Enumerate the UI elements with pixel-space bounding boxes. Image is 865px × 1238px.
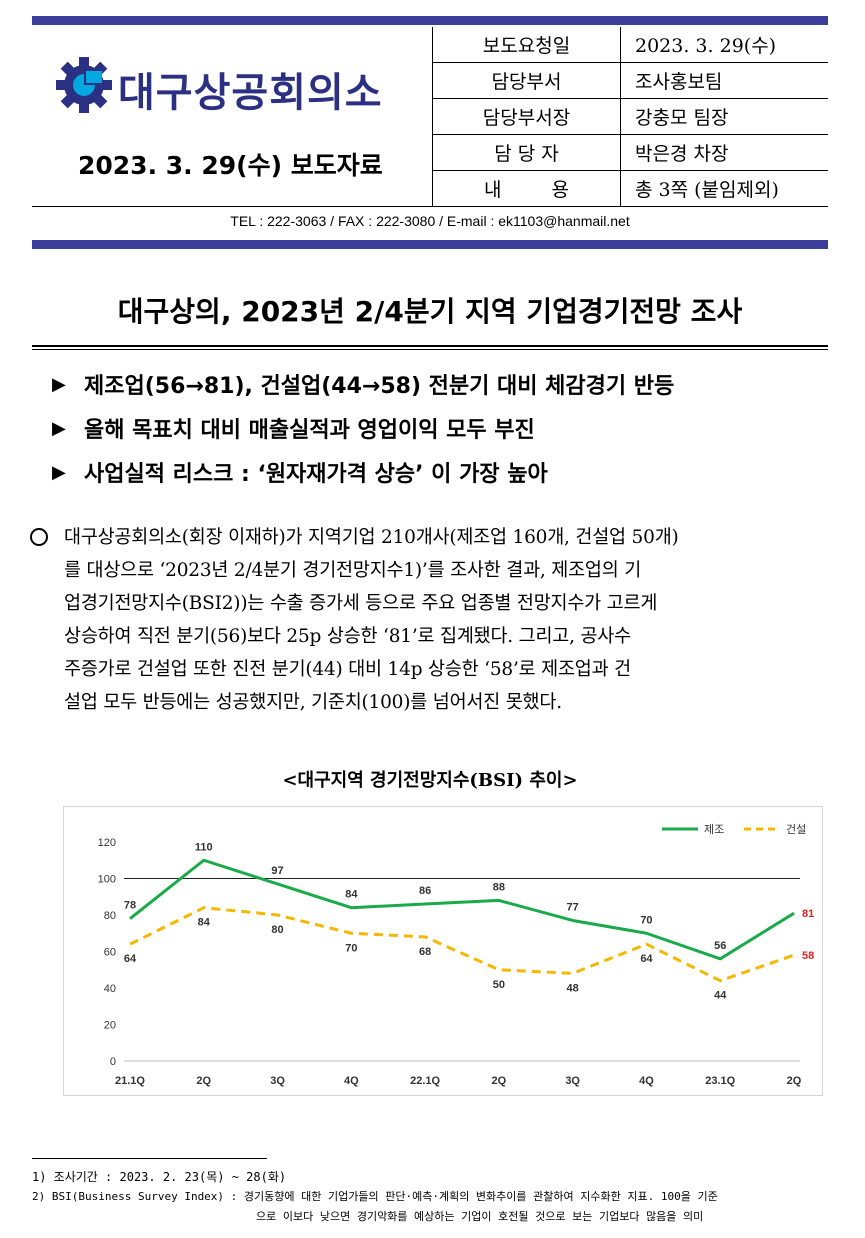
info-label: 보도요청일 <box>432 27 621 63</box>
triangle-bullet-icon: ▶ <box>52 461 66 483</box>
info-row: 보도요청일 2023. 3. 29(수) <box>432 27 828 63</box>
info-value: 총 3쪽 (붙임제외) <box>635 179 779 201</box>
x-tick-label: 2Q <box>196 1075 211 1087</box>
org-name: 대구상공회의소 <box>118 70 383 116</box>
data-label: 68 <box>419 946 431 958</box>
x-tick-label: 2Q <box>787 1075 802 1087</box>
data-label: 84 <box>345 889 358 901</box>
contact-info: TEL : 222-3063 / FAX : 222-3080 / E-mail… <box>230 213 630 229</box>
footnote-2-cont: 으로 이보다 낮으면 경기악화를 예상하는 기업이 호전될 것으로 보는 기업보… <box>256 1210 704 1223</box>
body-line: 상승하여 직전 분기(56)보다 25p 상승한 ‘81’로 집계됐다. 그리고… <box>64 626 631 647</box>
data-label: 88 <box>493 881 505 893</box>
footnote-2: 2) BSI(Business Survey Index) : 경기동향에 대한… <box>32 1190 718 1203</box>
info-value: 강충모 팀장 <box>620 98 828 135</box>
data-label: 50 <box>493 979 505 991</box>
info-label: 담당부서장 <box>432 98 621 135</box>
bottom-banner-bar <box>32 240 828 249</box>
summary-bullet-text: 올해 목표치 대비 매출실적과 영업이익 모두 부진 <box>84 418 535 443</box>
x-tick-label: 3Q <box>565 1075 580 1087</box>
info-row: 담당부서 조사홍보팀 <box>432 62 828 99</box>
data-label: 110 <box>195 841 213 853</box>
body-line: 를 대상으로 ‘2023년 2/4분기 경기전망지수1)’를 조사한 결과, 제… <box>64 560 642 581</box>
gear-logo-icon <box>56 57 112 113</box>
x-tick-label: 3Q <box>270 1075 285 1087</box>
footnote-rule <box>32 1158 267 1159</box>
info-value: 2023. 3. 29(수) <box>620 27 828 63</box>
info-label: 담당부서 <box>432 62 621 99</box>
info-label: 담 당 자 <box>432 134 621 171</box>
data-label: 77 <box>567 901 579 913</box>
top-banner-bar <box>32 16 828 25</box>
info-row: 담 당 자 박은경 차장 <box>432 134 828 171</box>
data-label: 80 <box>271 924 283 936</box>
x-tick-label: 2Q <box>492 1075 507 1087</box>
summary-bullet: ▶ 올해 목표치 대비 매출실적과 영업이익 모두 부진 <box>52 406 832 450</box>
data-label: 70 <box>640 914 652 926</box>
info-label: 내 용 <box>432 170 621 206</box>
summary-bullets: ▶ 제조업(56→81), 건설업(44→58) 전분기 대비 체감경기 반등 … <box>52 362 832 494</box>
y-tick-label: 20 <box>104 1020 116 1032</box>
data-label: 81 <box>802 908 814 920</box>
press-info-table: 보도요청일 2023. 3. 29(수) 담당부서 조사홍보팀 담당부서장 강충… <box>432 27 828 206</box>
y-tick-label: 80 <box>104 910 116 922</box>
headline-rule-thin <box>32 349 828 350</box>
y-tick-label: 120 <box>98 837 116 849</box>
chart-svg: 0 20 40 60 80 100 120 21.1Q 2Q 3Q 4Q 22.1Q 2Q 3Q 4Q 23.… <box>98 823 815 1087</box>
y-tick-label: 40 <box>104 983 116 995</box>
data-label: 64 <box>640 953 653 965</box>
series-line-construction <box>129 906 795 983</box>
info-row: 담당부서장 강충모 팀장 <box>432 98 828 135</box>
series-line-manufacturing <box>129 858 795 961</box>
info-value: 박은경 차장 <box>620 134 828 171</box>
headline: 대구상의, 2023년 2/4분기 지역 기업경기전망 조사 <box>117 295 743 328</box>
data-label: 97 <box>271 865 283 877</box>
body-line: 업경기전망지수(BSI2))는 수출 증가세 등으로 주요 업종별 전망지수가 … <box>64 593 658 614</box>
legend-label-manufacturing: 제조 <box>704 823 724 836</box>
x-tick-label: 4Q <box>639 1075 654 1087</box>
triangle-bullet-icon: ▶ <box>52 417 66 439</box>
summary-bullet: ▶ 사업실적 리스크 : ‘원자재가격 상승’ 이 가장 높아 <box>52 450 832 494</box>
data-label: 56 <box>714 940 726 952</box>
info-row: 내 용 총 3쪽 (붙임제외) <box>432 170 829 206</box>
x-tick-label: 23.1Q <box>705 1075 735 1087</box>
y-tick-label: 100 <box>98 874 116 886</box>
body-line: 설업 모두 반등에는 성공했지만, 기준치(100)를 넘어서진 못했다. <box>64 692 562 713</box>
headline-rule <box>32 345 828 347</box>
summary-bullet-text: 제조업(56→81), 건설업(44→58) 전분기 대비 체감경기 반등 <box>84 374 675 399</box>
data-label: 84 <box>198 917 211 929</box>
circle-bullet-icon <box>30 528 48 546</box>
data-label: 58 <box>802 950 814 962</box>
body-line: 주증가로 건설업 또한 진전 분기(44) 대비 14p 상승한 ‘58’로 제… <box>64 659 631 680</box>
data-label: 48 <box>567 982 579 994</box>
y-tick-label: 0 <box>110 1056 116 1068</box>
data-label: 78 <box>124 900 136 912</box>
legend-label-construction: 건설 <box>786 823 806 836</box>
bsi-line-chart: 0 20 40 60 80 100 120 21.1Q 2Q 3Q 4Q 22.1Q 2Q 3Q 4Q 23.… <box>63 806 823 1096</box>
y-tick-label: 60 <box>104 947 116 959</box>
release-date-title: 2023. 3. 29(수) 보도자료 <box>78 151 383 180</box>
x-tick-label: 21.1Q <box>115 1075 145 1087</box>
x-tick-label: 22.1Q <box>410 1075 440 1087</box>
org-logo: 대구상공회의소 <box>56 56 416 116</box>
info-value: 조사홍보팀 <box>620 62 828 99</box>
data-label: 64 <box>124 953 137 965</box>
x-tick-label: 4Q <box>344 1075 359 1087</box>
footnote-1: 1) 조사기간 : 2023. 2. 23(목) ~ 28(화) <box>32 1170 287 1184</box>
body-line: 대구상공회의소(회장 이재하)가 지역기업 210개사(제조업 160개, 건설… <box>64 527 679 548</box>
summary-bullet-text: 사업실적 리스크 : ‘원자재가격 상승’ 이 가장 높아 <box>84 462 548 487</box>
data-label: 44 <box>714 990 727 1002</box>
summary-bullet: ▶ 제조업(56→81), 건설업(44→58) 전분기 대비 체감경기 반등 <box>52 362 832 406</box>
data-label: 86 <box>419 885 431 897</box>
triangle-bullet-icon: ▶ <box>52 373 66 395</box>
chart-title: <대구지역 경기전망지수(BSI) 추이> <box>282 770 578 791</box>
contact-divider <box>32 206 828 207</box>
data-label: 70 <box>345 942 357 954</box>
